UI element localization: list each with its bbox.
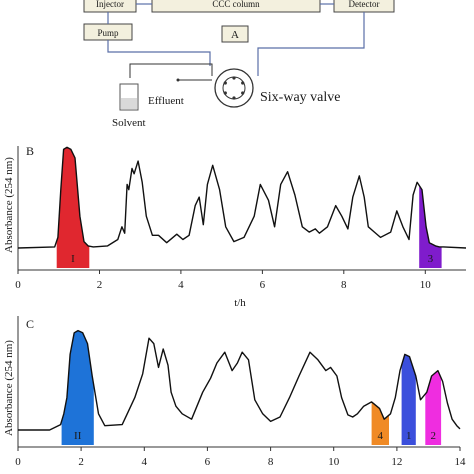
fractions-b [56, 147, 442, 268]
x-tick-label-c-6: 12 [391, 456, 402, 468]
fraction-label-b-0: I [71, 253, 75, 265]
schematic-panel-a: Injector CCC column Detector Pump A Effl… [83, 0, 395, 129]
panel-b-letter: B [26, 144, 34, 158]
ccc-column-label: CCC column [212, 0, 260, 9]
injector-label: Injector [96, 0, 124, 9]
effluent-outlet [176, 78, 180, 82]
pipe-detector-valve [257, 12, 365, 76]
solvent-label: Solvent [112, 117, 146, 129]
y-axis-label-b: Absorbance (254 nm) [3, 157, 15, 253]
x-tick-label-b-1: 2 [97, 279, 103, 291]
chart-panel-c: C Absorbance (254 nm) II 4 1 2 0 2 4 6 8 10 12 14 [3, 316, 466, 468]
x-ticks-c: 0 2 4 6 8 10 12 14 [15, 447, 466, 468]
chromatogram-line-b [17, 146, 467, 249]
panel-a-box [221, 25, 249, 43]
six-way-valve [214, 68, 254, 108]
fractions-c [61, 330, 442, 445]
pipe-solvent-valve [129, 63, 213, 78]
x-tick-label-b-0: 0 [15, 279, 21, 291]
fraction-label-c-3: 2 [430, 430, 436, 442]
valve-ports [223, 76, 245, 100]
fraction-label-c-2: 1 [406, 430, 412, 442]
detector-label: Detector [349, 0, 380, 9]
fraction-area-c-0 [61, 330, 94, 445]
x-tick-label-b-3: 6 [260, 279, 266, 291]
fraction-area-b-0 [56, 147, 90, 268]
x-axis-label-b: t/h [234, 297, 246, 309]
x-tick-label-b-5: 10 [420, 279, 432, 291]
fraction-label-c-1: 4 [378, 430, 384, 442]
y-axis-label-c: Absorbance (254 nm) [3, 340, 15, 436]
x-tick-label-c-0: 0 [15, 456, 21, 468]
pipe-valve-pump [107, 40, 211, 66]
x-tick-label-c-3: 6 [205, 456, 211, 468]
x-tick-label-c-7: 14 [455, 456, 467, 468]
x-tick-label-c-4: 8 [268, 456, 274, 468]
x-ticks-b: 0 2 4 6 8 10 [15, 270, 431, 291]
panel-a-label: A [231, 29, 239, 41]
fraction-area-c-3 [425, 370, 442, 445]
panel-c-letter: C [26, 317, 34, 331]
pump-label: Pump [97, 28, 119, 38]
x-tick-label-b-4: 8 [341, 279, 347, 291]
x-tick-label-c-1: 2 [78, 456, 84, 468]
fraction-label-c-0: II [74, 430, 82, 442]
x-tick-label-c-2: 4 [142, 456, 148, 468]
fraction-area-c-1 [371, 401, 389, 445]
solvent-liquid [121, 98, 137, 109]
fraction-area-c-2 [401, 354, 416, 445]
chromatogram-line-c [18, 329, 461, 431]
fraction-labels-c: II 4 1 2 [74, 430, 436, 442]
effluent-label: Effluent [148, 95, 184, 107]
x-tick-label-b-2: 4 [178, 279, 184, 291]
six-way-valve-label: Six-way valve [260, 90, 340, 105]
fraction-area-b-1 [419, 185, 442, 268]
fraction-label-b-1: 3 [428, 253, 434, 265]
x-tick-label-c-5: 10 [328, 456, 340, 468]
